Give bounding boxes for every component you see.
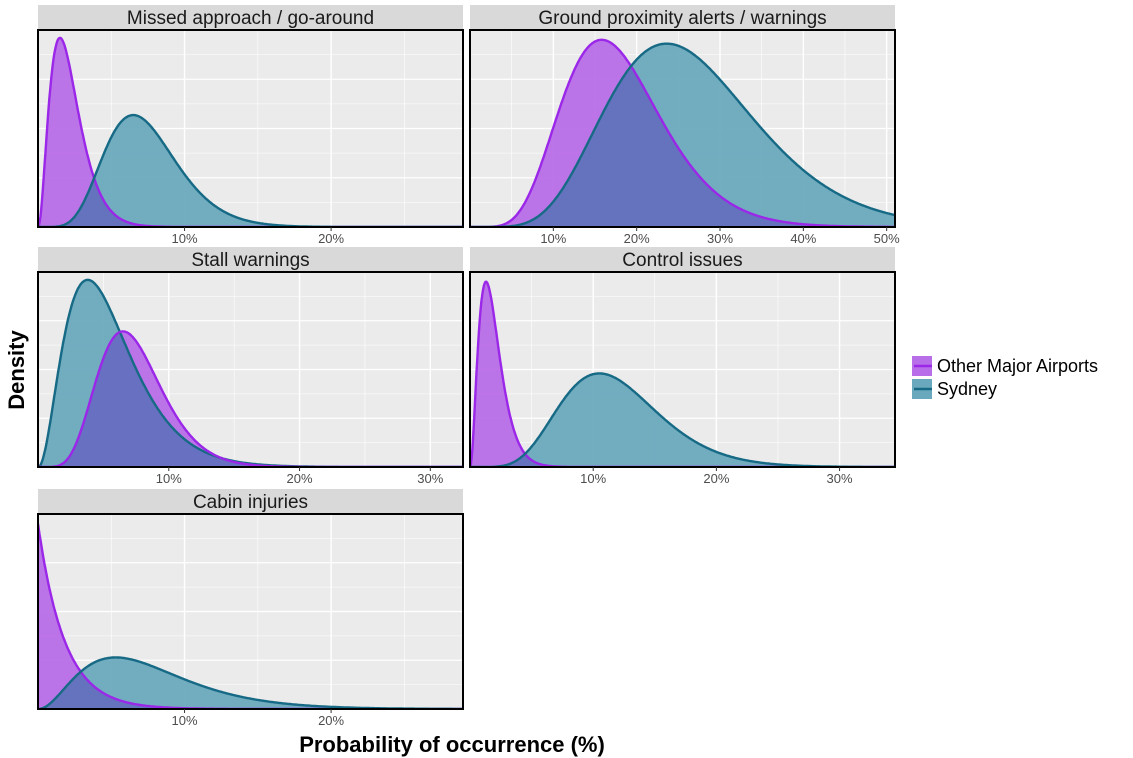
y-axis-label: Density bbox=[4, 330, 29, 410]
density-layer bbox=[38, 278, 463, 467]
facet-title: Cabin injuries bbox=[193, 492, 308, 513]
overlap-area bbox=[470, 454, 895, 467]
panel-border bbox=[469, 271, 896, 468]
overlap-area bbox=[38, 671, 463, 709]
x-tick-label: 20% bbox=[703, 471, 729, 486]
density-line bbox=[470, 280, 895, 467]
x-tick-label: 10% bbox=[540, 231, 566, 246]
density-area bbox=[38, 657, 463, 709]
facet-panel: Missed approach / go-around 10% 20% bbox=[37, 5, 464, 246]
x-tick-label: 20% bbox=[624, 231, 650, 246]
x-tick-label: 10% bbox=[172, 713, 198, 728]
density-area bbox=[38, 115, 463, 227]
x-tick-label: 20% bbox=[318, 713, 344, 728]
density-line bbox=[470, 38, 895, 227]
legend-label: Other Major Airports bbox=[937, 356, 1098, 376]
density-layer bbox=[470, 38, 895, 227]
overlap-area bbox=[38, 332, 463, 467]
x-tick-label: 50% bbox=[874, 231, 900, 246]
density-area bbox=[470, 281, 895, 467]
density-line bbox=[38, 330, 463, 467]
density-line bbox=[38, 113, 463, 227]
x-tick-label: 10% bbox=[172, 231, 198, 246]
facet-panel: Control issues 10% 20% 30% bbox=[469, 247, 896, 486]
legend-label: Sydney bbox=[937, 379, 997, 399]
facet-panel: Stall warnings 10% 20% 30% bbox=[37, 247, 464, 486]
density-line bbox=[470, 42, 895, 227]
x-tick-label: 20% bbox=[318, 231, 344, 246]
x-tick-label: 10% bbox=[156, 471, 182, 486]
facet-strip bbox=[38, 247, 463, 272]
facet-title: Ground proximity alerts / warnings bbox=[538, 8, 826, 29]
facet-title: Control issues bbox=[622, 250, 742, 271]
panel-border bbox=[469, 29, 896, 228]
x-tick-label: 40% bbox=[790, 231, 816, 246]
panel-border bbox=[37, 271, 464, 468]
facet-panel: Cabin injuries 10% 20% bbox=[37, 489, 464, 728]
facet-panel: Ground proximity alerts / warnings 10% 20%… bbox=[469, 5, 900, 246]
facet-strip bbox=[470, 5, 895, 30]
facet-title: Missed approach / go-around bbox=[127, 8, 374, 29]
density-area bbox=[470, 373, 895, 467]
facet-title: Stall warnings bbox=[191, 250, 309, 271]
x-tick-label: 30% bbox=[707, 231, 733, 246]
panel-border bbox=[37, 29, 464, 228]
density-layer bbox=[38, 36, 463, 227]
x-tick-label: 10% bbox=[580, 471, 606, 486]
x-tick-label: 20% bbox=[287, 471, 313, 486]
x-tick-label: 30% bbox=[827, 471, 853, 486]
overlap-area bbox=[470, 67, 895, 227]
facet-strip bbox=[38, 5, 463, 30]
overlap-area bbox=[38, 179, 463, 227]
x-axis-label: Probability of occurrence (%) bbox=[299, 732, 605, 757]
x-tick-label: 30% bbox=[417, 471, 443, 486]
panel-border bbox=[37, 513, 464, 710]
facet-strip bbox=[38, 489, 463, 514]
density-line bbox=[38, 36, 463, 227]
legend: Other Major Airports Sydney bbox=[912, 356, 1098, 399]
facet-strip bbox=[470, 247, 895, 272]
